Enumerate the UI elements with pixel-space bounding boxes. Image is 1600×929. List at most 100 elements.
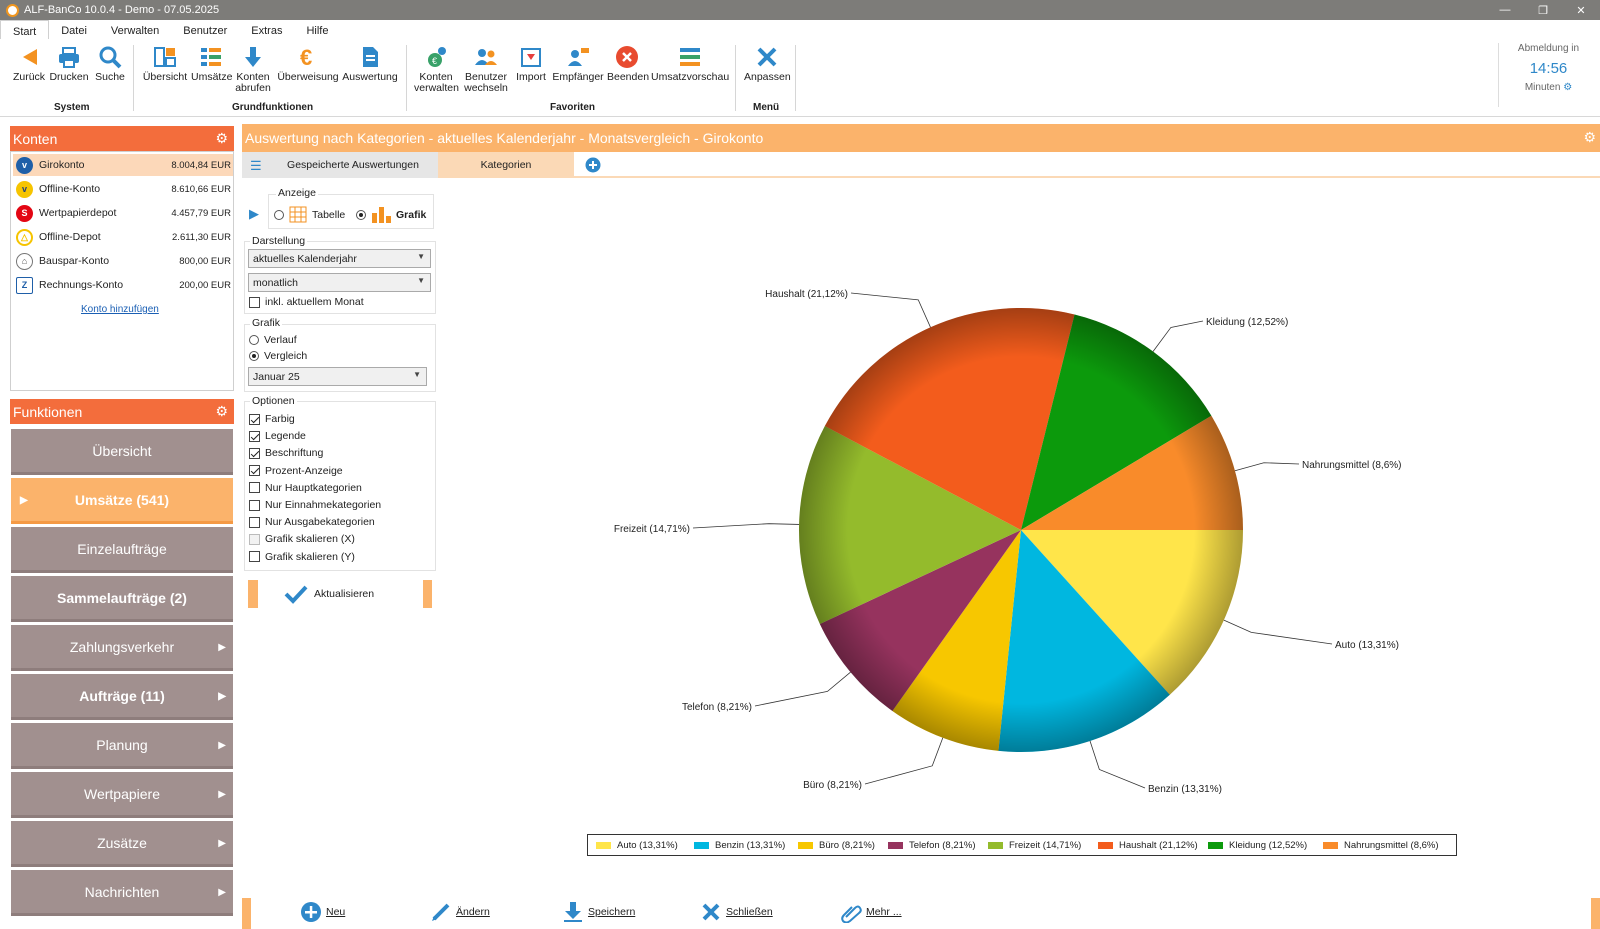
- function-uebersicht[interactable]: Übersicht: [11, 429, 233, 475]
- account-offline-depot[interactable]: △ Offline-Depot 2.611,30 EUR: [13, 226, 233, 248]
- search-icon: [99, 46, 122, 69]
- history-radio[interactable]: Verlauf: [249, 334, 297, 346]
- refresh-button[interactable]: Aktualisieren: [284, 584, 374, 604]
- menu-extras[interactable]: Extras: [251, 25, 283, 37]
- menu-bar: Start Datei Verwalten Benutzer Extras Hi…: [0, 20, 1600, 39]
- customize-button[interactable]: Anpassen: [744, 45, 791, 83]
- legend-swatch: [596, 842, 611, 849]
- fetch-accounts-button[interactable]: Konten abrufen: [234, 45, 272, 94]
- recipients-button[interactable]: Empfänger: [552, 45, 604, 83]
- menu-benutzer[interactable]: Benutzer: [183, 25, 228, 37]
- svg-text:€: €: [300, 45, 312, 69]
- options-title: Optionen: [250, 395, 297, 407]
- new-button[interactable]: Neu: [300, 901, 345, 923]
- legend-item: Haushalt (21,12%): [1098, 840, 1198, 851]
- transactions-button[interactable]: Umsätze: [191, 45, 232, 83]
- edit-button[interactable]: Ändern: [430, 901, 490, 923]
- back-button[interactable]: Zurück: [12, 45, 46, 83]
- function-nachrichten[interactable]: Nachrichten ▶: [11, 870, 233, 916]
- function-sammelauftraege[interactable]: Sammelaufträge (2): [11, 576, 233, 622]
- option-checkbox[interactable]: Nur Hauptkategorien: [249, 482, 362, 494]
- users-icon: [475, 49, 497, 65]
- include-current-month-checkbox[interactable]: inkl. aktuellem Monat: [249, 296, 364, 308]
- account-bauspar-konto[interactable]: ⌂ Bauspar-Konto 800,00 EUR: [13, 250, 233, 272]
- money-bag-icon: €: [428, 47, 446, 67]
- option-checkbox[interactable]: Prozent-Anzeige: [249, 465, 343, 477]
- close-button[interactable]: Schließen: [700, 901, 773, 923]
- switch-user-button[interactable]: Benutzer wechseln: [463, 45, 509, 94]
- function-umsaetze[interactable]: ▶ Umsätze (541): [11, 478, 233, 524]
- option-checkbox[interactable]: Grafik skalieren (Y): [249, 551, 355, 563]
- account-wertpapierdepot[interactable]: S Wertpapierdepot 4.457,79 EUR: [13, 202, 233, 224]
- close-x-icon: [702, 903, 720, 921]
- chevron-right-icon: ▶: [218, 789, 226, 800]
- evaluation-button[interactable]: Auswertung: [341, 45, 399, 83]
- menu-datei[interactable]: Datei: [61, 25, 87, 37]
- option-checkbox[interactable]: Nur Ausgabekategorien: [249, 516, 375, 528]
- close-icon[interactable]: ✕: [1576, 4, 1586, 17]
- import-button[interactable]: Import: [514, 45, 548, 83]
- option-checkbox[interactable]: Nur Einnahmekategorien: [249, 499, 381, 511]
- manage-accounts-button[interactable]: € Konten verwalten: [414, 45, 459, 94]
- display-title: Anzeige: [276, 187, 318, 199]
- function-auftraege[interactable]: Aufträge (11) ▶: [11, 674, 233, 720]
- chevron-right-icon: ▶: [218, 887, 226, 898]
- window-title: ALF-BanCo 10.0.4 - Demo - 07.05.2025: [24, 4, 220, 16]
- add-tab-button[interactable]: [582, 152, 604, 178]
- gear-icon[interactable]: ⚙: [215, 403, 228, 419]
- tab-categories[interactable]: Kategorien: [438, 152, 574, 178]
- minimize-icon[interactable]: —: [1499, 4, 1511, 16]
- function-planung[interactable]: Planung ▶: [11, 723, 233, 769]
- more-button[interactable]: Mehr ...: [840, 901, 902, 923]
- legend-swatch: [1098, 842, 1113, 849]
- tab-saved-evaluations[interactable]: ☰ Gespeicherte Auswertungen: [242, 152, 438, 178]
- account-rechnungs-konto[interactable]: Z Rechnungs-Konto 200,00 EUR: [13, 274, 233, 296]
- account-girokonto[interactable]: v Girokonto 8.004,84 EUR: [13, 154, 233, 176]
- table-radio[interactable]: Tabelle: [274, 206, 345, 223]
- paperclip-icon: [841, 905, 862, 923]
- menu-start[interactable]: Start: [0, 20, 50, 39]
- comparison-radio[interactable]: Vergleich: [249, 350, 307, 362]
- invoice-icon: Z: [16, 276, 33, 294]
- gear-icon[interactable]: ⚙: [215, 130, 228, 146]
- page-title: Auswertung nach Kategorien - aktuelles K…: [242, 124, 1600, 152]
- legend-swatch: [1323, 842, 1338, 849]
- save-button[interactable]: Speichern: [562, 901, 635, 923]
- function-zahlungsverkehr[interactable]: Zahlungsverkehr ▶: [11, 625, 233, 671]
- restore-icon[interactable]: ❐: [1538, 4, 1548, 17]
- menu-hilfe[interactable]: Hilfe: [306, 25, 329, 37]
- interval-select[interactable]: monatlich ▼: [248, 273, 431, 292]
- chart-radio[interactable]: Grafik: [356, 206, 426, 223]
- pie-leader-line: [1152, 320, 1204, 352]
- functions-panel-header: Funktionen ⚙: [10, 399, 234, 424]
- option-checkbox[interactable]: Legende: [249, 430, 306, 442]
- overview-button[interactable]: Übersicht: [142, 45, 188, 83]
- tab-bar: ☰ Gespeicherte Auswertungen Kategorien: [242, 152, 1600, 178]
- function-zusaetze[interactable]: Zusätze ▶: [11, 821, 233, 867]
- period-select[interactable]: aktuelles Kalenderjahr ▼: [248, 249, 431, 268]
- gear-icon[interactable]: ⚙: [1563, 82, 1573, 93]
- play-icon[interactable]: ▶: [249, 206, 259, 221]
- function-wertpapiere[interactable]: Wertpapiere ▶: [11, 772, 233, 818]
- group-menu-label: Menü: [753, 102, 780, 113]
- exit-button[interactable]: Beenden: [607, 45, 649, 83]
- print-button[interactable]: Drucken: [49, 45, 89, 83]
- play-icon: ▶: [20, 495, 28, 506]
- option-checkbox[interactable]: Grafik skalieren (X): [249, 533, 355, 545]
- month-select[interactable]: Januar 25 ▼: [248, 367, 427, 386]
- depot-icon: △: [16, 228, 33, 246]
- function-einzelauftraege[interactable]: Einzelaufträge: [11, 527, 233, 573]
- refresh-area: Aktualisieren: [248, 580, 432, 610]
- chart-group-title: Grafik: [250, 317, 283, 329]
- option-checkbox[interactable]: Beschriftung: [249, 447, 323, 459]
- tools-icon: [757, 47, 777, 67]
- bank-logo-icon: v: [16, 180, 33, 198]
- menu-verwalten[interactable]: Verwalten: [110, 25, 160, 37]
- transaction-preview-button[interactable]: Umsatzvorschau: [651, 45, 729, 83]
- add-account-link[interactable]: Konto hinzufügen: [81, 304, 159, 315]
- option-checkbox[interactable]: Farbig: [249, 413, 295, 425]
- account-offline-konto[interactable]: v Offline-Konto 8.610,66 EUR: [13, 178, 233, 200]
- search-button[interactable]: Suche: [93, 45, 127, 83]
- gear-icon[interactable]: ⚙: [1583, 129, 1596, 145]
- transfer-button[interactable]: € Überweisung: [277, 45, 339, 83]
